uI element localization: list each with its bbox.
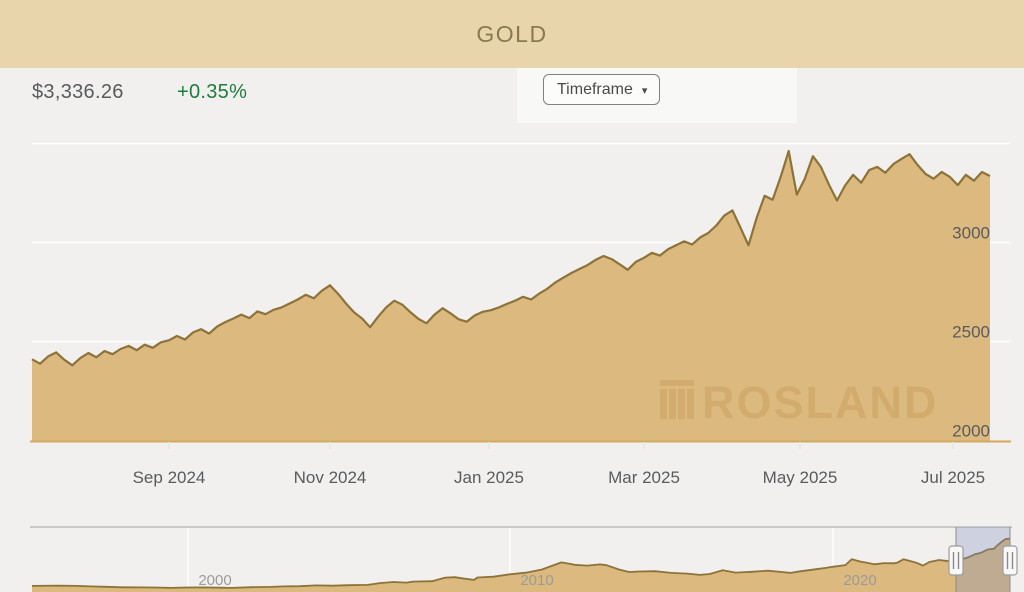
navigator-selected-range[interactable] bbox=[956, 527, 1010, 592]
watermark-text: ROSLAND bbox=[702, 377, 939, 428]
chevron-down-icon: ▾ bbox=[641, 85, 648, 97]
svg-text:Mar 2025: Mar 2025 bbox=[608, 468, 680, 487]
x-axis-labels: Sep 2024 Nov 2024 Jan 2025 Mar 2025 May 2025… bbox=[133, 468, 986, 487]
svg-text:2000: 2000 bbox=[198, 572, 231, 589]
navigator-line bbox=[31, 537, 1011, 589]
watermark: ROSLAND bbox=[660, 377, 939, 428]
current-price: $3,336.26 bbox=[32, 81, 124, 103]
navigator-area-fill bbox=[32, 538, 1010, 592]
brush-right-handle[interactable] bbox=[1002, 545, 1018, 576]
svg-text:2000: 2000 bbox=[952, 422, 990, 441]
timeframe-dropdown[interactable]: Timeframe ▾ bbox=[543, 74, 661, 105]
timeframe-dropdown-label: Timeframe bbox=[557, 80, 633, 98]
page-title: GOLD bbox=[476, 20, 548, 47]
svg-text:May 2025: May 2025 bbox=[763, 468, 838, 487]
price-line bbox=[31, 149, 991, 367]
svg-text:2500: 2500 bbox=[952, 323, 990, 342]
x-axis-ticks bbox=[168, 442, 954, 449]
navigator-year-labels: 2000 2010 2020 bbox=[198, 572, 876, 589]
price-area-fill bbox=[32, 151, 990, 441]
svg-text:Nov 2024: Nov 2024 bbox=[294, 468, 367, 487]
price-change-badge: +0.35% bbox=[177, 81, 248, 103]
svg-text:2010: 2010 bbox=[520, 572, 553, 589]
header: GOLD bbox=[0, 0, 1024, 68]
navigator-track[interactable] bbox=[30, 527, 1012, 592]
svg-text:3000: 3000 bbox=[952, 224, 990, 243]
svg-text:Sep 2024: Sep 2024 bbox=[133, 468, 206, 487]
rosland-logo-icon bbox=[660, 380, 694, 419]
y-axis-labels: 3000 2500 2000 bbox=[952, 224, 990, 441]
brush-left-handle[interactable] bbox=[948, 545, 964, 576]
svg-text:Jul 2025: Jul 2025 bbox=[921, 468, 985, 487]
svg-text:2020: 2020 bbox=[843, 572, 876, 589]
svg-text:Jan 2025: Jan 2025 bbox=[454, 468, 524, 487]
